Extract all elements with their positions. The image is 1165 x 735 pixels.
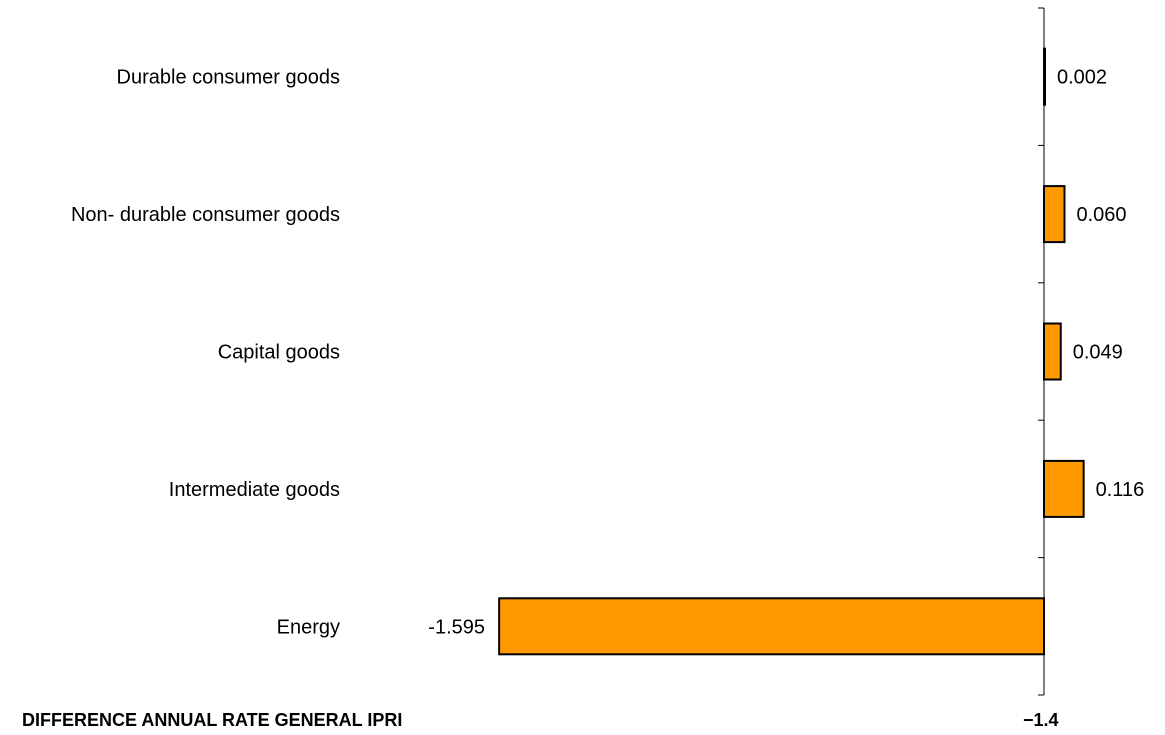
footer-label: DIFFERENCE ANNUAL RATE GENERAL IPRI (22, 710, 403, 730)
bar (1043, 459, 1085, 518)
category-label: Non- durable consumer goods (71, 204, 340, 226)
data-label: 0.002 (1057, 67, 1107, 89)
data-label: -1.595 (428, 616, 485, 638)
footer-value: −1.4 (1023, 710, 1059, 730)
bar (498, 597, 1045, 656)
data-label: 0.049 (1073, 342, 1123, 364)
bar (1043, 322, 1062, 381)
bar (1043, 185, 1066, 244)
data-label: 0.116 (1096, 479, 1145, 501)
data-label: 0.060 (1076, 204, 1126, 226)
category-label: Energy (277, 616, 340, 638)
category-label: Intermediate goods (169, 479, 340, 501)
bar (1043, 47, 1046, 106)
bar-chart: Durable consumer goods 0.002 Non- durable … (71, 7, 1145, 696)
category-label: Capital goods (218, 342, 340, 364)
category-label: Durable consumer goods (117, 67, 340, 89)
